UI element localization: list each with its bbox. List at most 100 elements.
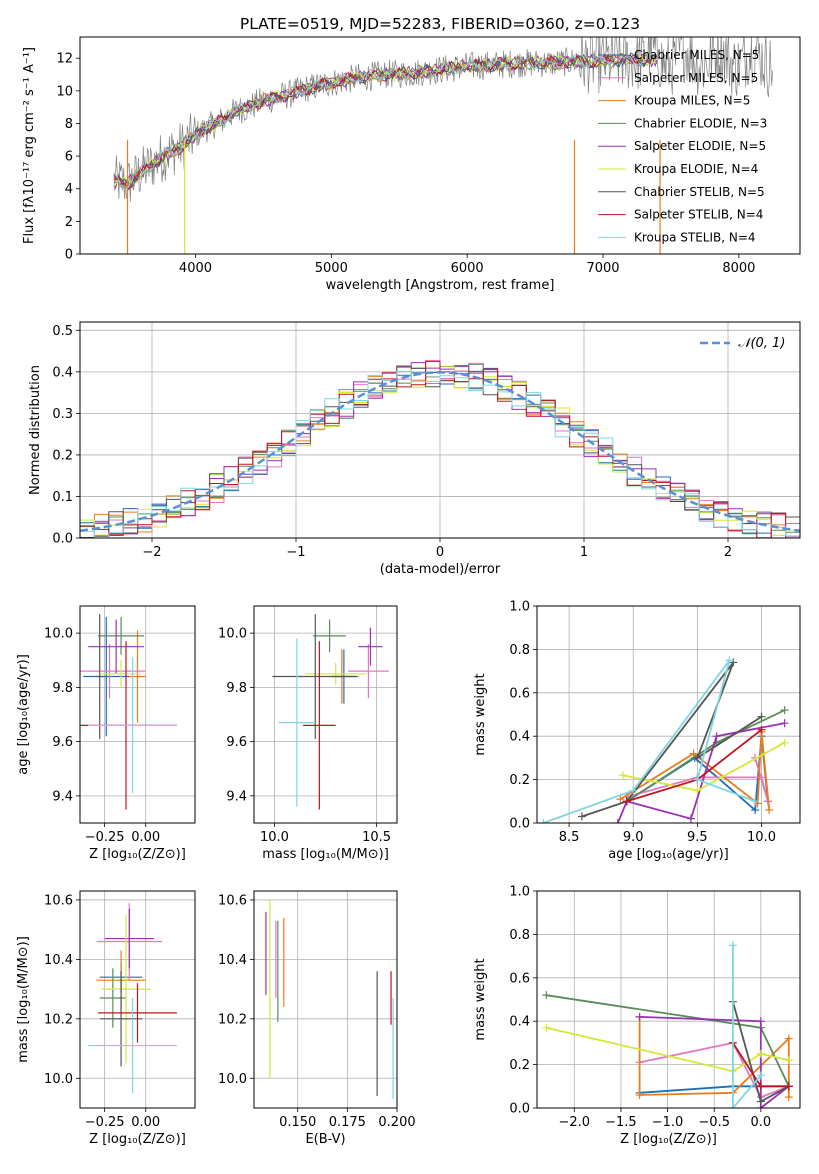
y-tick-label: 6 [65,150,73,165]
x-tick-label: 0.00 [131,830,160,845]
weight-point-marker [635,1090,644,1099]
y-tick-label: 0.2 [52,448,73,463]
x-axis-label: Z [log₁₀(Z/Z⊙)] [620,1132,717,1147]
x-tick-label: 7000 [586,261,619,276]
x-axis-label: age [log₁₀(age/yr)] [608,847,729,862]
x-axis-label: E(B-V) [305,1132,345,1147]
y-tick-label: 0.8 [509,643,530,658]
y-tick-label: 9.8 [52,681,73,696]
y-tick-label: 10.0 [218,627,247,642]
x-axis-label: (data-model)/error [380,562,501,577]
weight-point-marker [693,786,702,795]
y-tick-label: 0.5 [52,324,73,339]
weight-point-marker [756,1049,765,1058]
axes-frame [253,605,398,824]
y-tick-label: 0.4 [509,730,530,745]
y-tick-label: 0.3 [52,407,73,422]
y-tick-label: 9.4 [226,789,247,804]
weight-point-marker [616,795,625,804]
weight-point-marker [577,812,586,821]
y-tick-label: 0.4 [509,1015,530,1030]
weight-point-marker [725,656,734,665]
x-tick-label: 9.5 [687,830,708,845]
chart-title: PLATE=0519, MJD=52283, FIBERID=0360, z=0… [240,15,640,33]
y-tick-label: 2 [65,215,73,230]
y-axis-label: age [log₁₀(age/yr)] [16,654,31,775]
axes-frame [536,890,801,1109]
weight-point-marker [780,706,789,715]
weight-point-marker [751,805,760,814]
errorbar-points [272,614,389,810]
y-axis-label: Flux [fλ10⁻¹⁷ erg cm⁻² s⁻¹ A⁻¹] [22,47,37,244]
errorbar-points [265,899,394,1100]
weight-point-marker [756,1082,765,1091]
y-tick-label: 10.4 [218,953,247,968]
x-tick-label: −2.0 [559,1115,591,1130]
errorbar-points [88,902,177,1094]
y-tick-label: 9.8 [226,681,247,696]
normal-curve [80,371,800,532]
y-tick-label: 0.0 [52,532,73,547]
y-tick-label: 0 [65,248,73,263]
histogram-series [80,371,800,538]
weight-point-marker [613,819,622,823]
weight-point-marker [539,819,548,823]
y-tick-label: 0.1 [52,490,73,505]
weight-point-marker [618,771,627,780]
x-tick-label: 10.5 [362,830,391,845]
weight-point-marker [780,719,789,728]
weight-point-marker [784,1056,793,1065]
y-tick-label: 10.0 [44,1072,73,1087]
weight-lines [542,941,793,1108]
legend-label: Chabrier MILES, N=5 [634,48,759,62]
axes-frame [79,321,801,539]
weight-point-marker [728,1104,737,1108]
y-axis-label: mass weight [473,673,488,755]
x-tick-label: −1.5 [605,1115,637,1130]
y-tick-label: 0.2 [509,773,530,788]
x-tick-label: 0 [436,545,444,560]
legend-label: Kroupa MILES, N=5 [634,94,750,108]
weight-lines [539,656,789,823]
y-axis-label: Normed distribution [28,365,43,495]
weight-point-marker [693,775,702,784]
axes-frame [79,605,196,824]
axes-frame [536,605,801,824]
legend-label: Chabrier STELIB, N=5 [634,185,765,199]
y-tick-label: 0.6 [509,971,530,986]
x-axis-label: Z [log₁₀(Z/Z⊙)] [89,1132,186,1147]
legend-label: Salpeter MILES, N=5 [634,71,758,85]
weight-series-line [546,1026,790,1073]
x-tick-label: 8000 [722,261,755,276]
y-tick-label: 10 [56,84,73,99]
weight-point-marker [542,1023,551,1032]
x-tick-label: 0.150 [279,1115,316,1130]
x-tick-label: 5000 [315,261,348,276]
x-tick-label: 9.0 [623,830,644,845]
y-tick-label: 9.4 [52,789,73,804]
weight-point-marker [757,712,766,721]
y-tick-label: 8 [65,117,73,132]
weight-point-marker [784,1034,793,1043]
y-tick-label: 0.0 [509,817,530,832]
x-tick-label: −0.25 [85,830,125,845]
x-tick-label: 0.0 [750,1115,771,1130]
y-tick-label: 1.0 [509,600,530,615]
y-tick-label: 0.8 [509,928,530,943]
weight-series-line [639,1016,790,1108]
x-tick-label: −1.0 [652,1115,684,1130]
legend-label: Salpeter STELIB, N=4 [634,208,763,222]
x-tick-label: 6000 [451,261,484,276]
y-tick-label: 9.6 [52,735,73,750]
model-line [113,53,658,191]
y-tick-label: 0.2 [509,1058,530,1073]
axes-frame [79,36,801,255]
x-tick-label: 0.00 [131,1115,160,1130]
weight-point-marker [629,786,638,795]
errorbar-points [80,614,177,810]
y-axis-label: mass [log₁₀(M/M⊙)] [16,936,31,1063]
weight-point-marker [780,738,789,747]
weight-point-marker [756,1071,765,1080]
y-tick-label: 10.6 [44,893,73,908]
y-tick-label: 0.6 [509,686,530,701]
